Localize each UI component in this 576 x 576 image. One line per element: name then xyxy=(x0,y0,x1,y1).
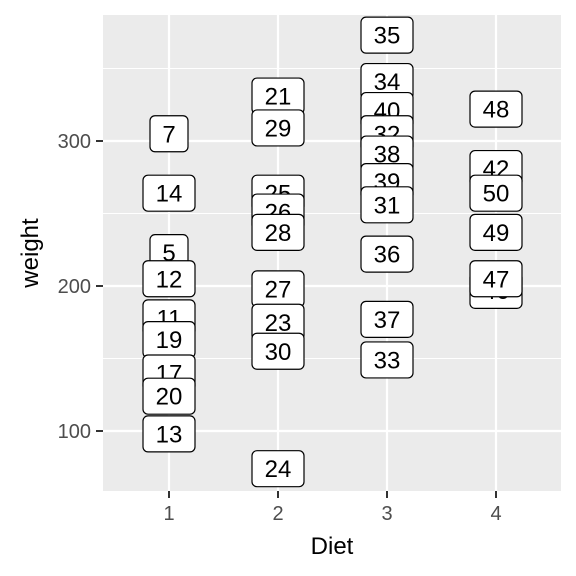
data-label-box xyxy=(251,450,305,488)
x-axis-title: Diet xyxy=(311,533,354,560)
data-label-text: 27 xyxy=(265,276,292,303)
data-label-box xyxy=(142,174,196,212)
data-label-text: 33 xyxy=(374,347,401,374)
data-label: 31 xyxy=(360,186,414,224)
data-label-box xyxy=(360,16,414,54)
data-label-text: 7 xyxy=(162,121,175,148)
data-label-box xyxy=(142,415,196,453)
data-label: 36 xyxy=(360,235,414,273)
data-label-text: 36 xyxy=(374,242,401,269)
data-label-text: 48 xyxy=(483,97,510,124)
data-labels: 7145121119172013212925262827233024353440… xyxy=(142,16,523,488)
data-label-text: 13 xyxy=(156,421,183,448)
data-label: 37 xyxy=(360,300,414,338)
x-tick-label: 3 xyxy=(381,503,392,525)
data-label-box xyxy=(149,115,189,153)
data-label-text: 12 xyxy=(156,266,183,293)
data-label-box xyxy=(251,332,305,370)
data-label-box xyxy=(360,186,414,224)
data-label: 20 xyxy=(142,377,196,415)
data-label: 50 xyxy=(469,174,523,212)
data-label: 19 xyxy=(142,321,196,359)
data-label: 33 xyxy=(360,341,414,379)
data-label: 12 xyxy=(142,260,196,298)
data-label-box xyxy=(360,235,414,273)
y-tick-label: 300 xyxy=(58,131,91,153)
data-label-text: 14 xyxy=(156,181,183,208)
data-label: 48 xyxy=(469,90,523,128)
data-label: 21 xyxy=(251,77,305,115)
data-label-box xyxy=(360,300,414,338)
data-label: 34 xyxy=(360,62,414,101)
y-axis: 100 200 300 xyxy=(58,131,103,443)
data-label-text: 47 xyxy=(483,266,510,293)
data-label-text: 19 xyxy=(156,327,183,354)
data-label-text: 21 xyxy=(265,84,292,111)
data-label-text: 23 xyxy=(265,310,292,337)
data-label-text: 30 xyxy=(265,339,292,366)
data-label: 27 xyxy=(251,270,305,308)
data-label-text: 37 xyxy=(374,307,401,334)
data-label: 14 xyxy=(142,174,196,212)
data-label: 49 xyxy=(469,213,523,251)
data-label-box xyxy=(469,213,523,251)
y-tick-label: 100 xyxy=(58,421,91,443)
data-label-text: 28 xyxy=(265,220,292,247)
data-label-text: 29 xyxy=(265,115,292,142)
data-label-box xyxy=(251,109,305,147)
data-label: 24 xyxy=(251,450,305,488)
y-tick-label: 200 xyxy=(58,276,91,298)
data-label: 7 xyxy=(149,115,189,153)
data-label-box xyxy=(251,213,305,251)
data-label-box xyxy=(469,260,523,298)
x-tick-label: 1 xyxy=(163,503,174,525)
x-axis: 1 2 3 4 xyxy=(163,491,502,525)
data-label: 28 xyxy=(251,213,305,251)
data-label-text: 49 xyxy=(483,220,510,247)
data-label-box xyxy=(360,341,414,379)
data-label-text: 34 xyxy=(374,69,401,96)
data-label-text: 20 xyxy=(156,384,183,411)
x-tick-label: 2 xyxy=(272,503,283,525)
data-label: 13 xyxy=(142,415,196,453)
data-label-text: 24 xyxy=(265,456,292,483)
data-label: 35 xyxy=(360,16,414,54)
y-axis-title: weight xyxy=(17,218,44,289)
data-label-text: 50 xyxy=(483,181,510,208)
data-label-box xyxy=(142,377,196,415)
data-label-box xyxy=(469,174,523,212)
data-label-text: 31 xyxy=(374,192,401,219)
data-label-box xyxy=(142,260,196,298)
data-label: 29 xyxy=(251,109,305,147)
data-label-box xyxy=(469,90,523,128)
data-label: 47 xyxy=(469,260,523,298)
x-tick-label: 4 xyxy=(490,503,501,525)
data-label: 30 xyxy=(251,332,305,370)
data-label-text: 35 xyxy=(374,23,401,50)
